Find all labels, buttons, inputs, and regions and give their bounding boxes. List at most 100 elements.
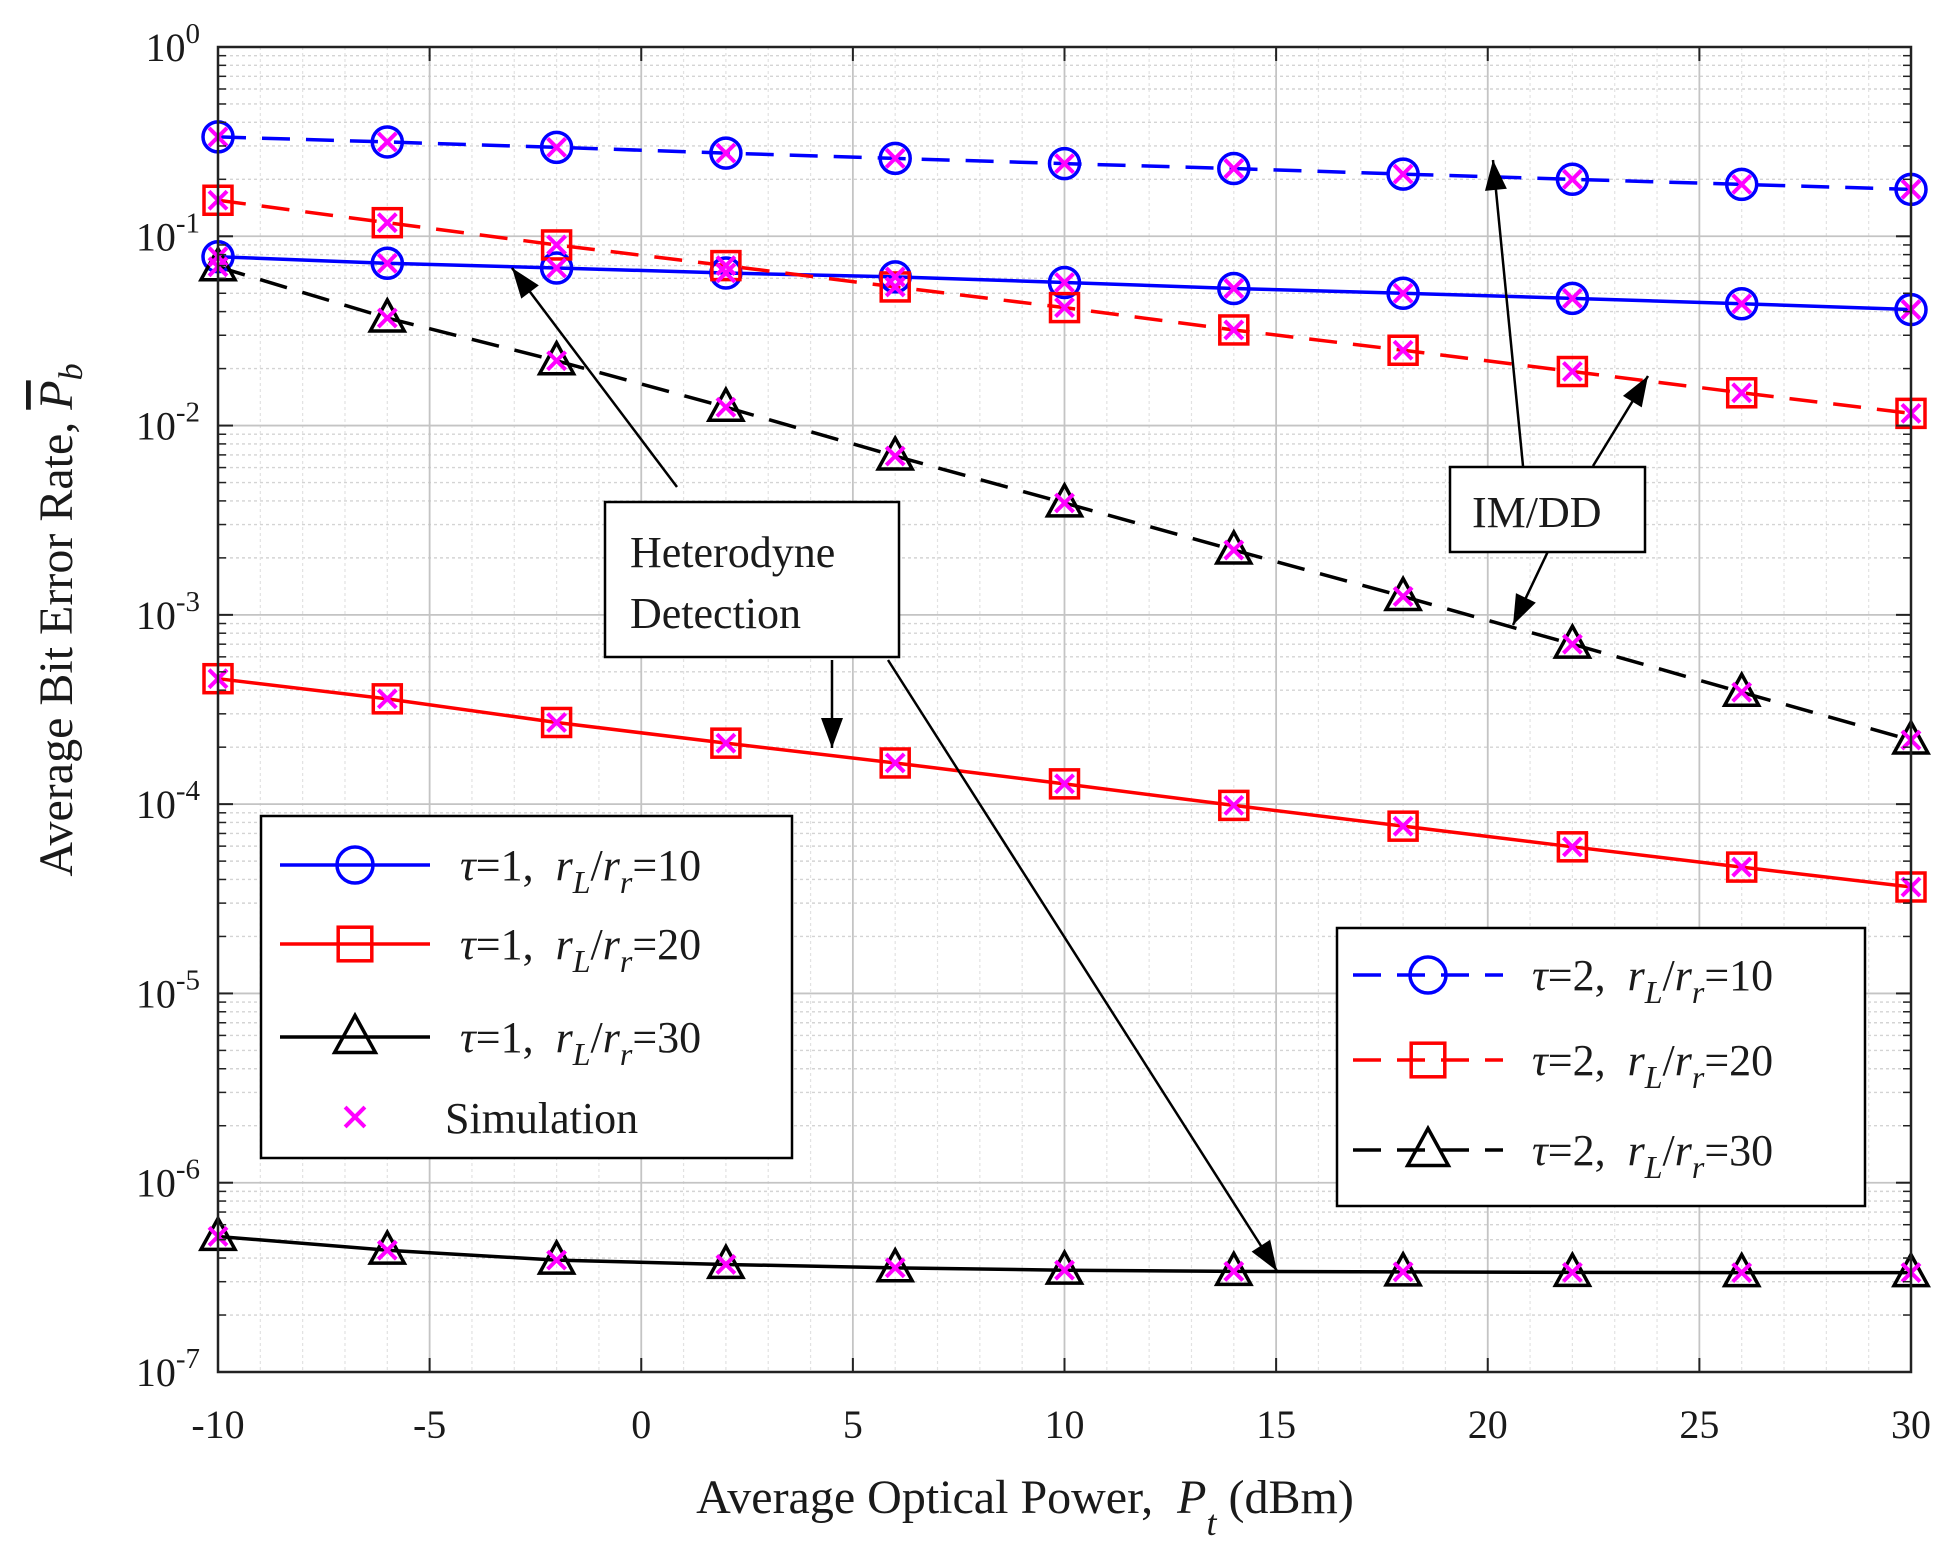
marker-t2-r20	[1556, 355, 1589, 388]
marker-t1-r20	[371, 683, 404, 715]
marker-t2-r30	[875, 434, 916, 471]
simulation-point-t1-r10	[1054, 272, 1075, 293]
legend-marker-t2-r20	[1409, 1041, 1447, 1079]
simulation-point-t1-r30	[1561, 1261, 1583, 1283]
simulation-point-t1-r20	[1392, 815, 1414, 837]
simulation-point-t2-r10	[546, 136, 568, 158]
legend-label-t1-r30: τ=1, rL/rr=30	[460, 1013, 701, 1072]
y-tick-label: 10-6	[136, 1154, 200, 1206]
marker-t2-r20	[1048, 291, 1081, 324]
simulation-point-t1-r10	[1392, 282, 1414, 304]
y-tick-label: 10-1	[136, 207, 200, 259]
series-line-t2-r30	[217, 265, 1912, 742]
marker-t1-r10	[539, 251, 574, 285]
heterodyne-annotation-text: Detection	[630, 589, 801, 638]
marker-t2-r20	[879, 271, 911, 303]
heterodyne-annotation-box	[603, 500, 901, 659]
simulation-point-t2-r30	[376, 307, 398, 329]
simulation-point-t2-r10	[715, 142, 737, 164]
simulation-point-t1-r30	[1731, 1262, 1753, 1284]
marker-t1-r30	[705, 1242, 746, 1280]
marker-t2-r10	[878, 141, 912, 176]
marker-t2-r10	[1555, 162, 1590, 197]
x-tick-label: 0	[631, 1402, 651, 1447]
marker-t2-r20	[540, 229, 573, 261]
simulation-point-t2-r10	[1223, 158, 1245, 179]
simulation-point-t2-r30	[1731, 681, 1753, 703]
marker-t1-r10	[1386, 276, 1420, 311]
legend-left-box	[259, 814, 794, 1160]
x-tick-label: -10	[191, 1402, 244, 1447]
legend-label-t2-r10: τ=2, rL/rr=10	[1532, 951, 1773, 1010]
legend-label-simulation: Simulation	[445, 1094, 638, 1143]
simulation-point-t2-r30	[715, 396, 737, 418]
simulation-point-t1-r20	[546, 712, 568, 733]
simulation-point-t2-r10	[884, 147, 906, 169]
simulation-point-t1-r10	[546, 257, 568, 279]
marker-t1-r20	[1387, 810, 1419, 842]
marker-t2-r30	[536, 339, 577, 376]
axis-ticks	[217, 46, 1912, 1373]
legend-label-t1-r10: τ=1, rL/rr=10	[460, 841, 701, 900]
legend-label-t2-r20: τ=2, rL/rr=20	[1532, 1036, 1773, 1095]
marker-t2-r30	[1721, 670, 1762, 707]
simulation-point-t2-r20	[884, 276, 906, 298]
marker-t1-r10	[1047, 265, 1082, 300]
marker-t2-r10	[709, 136, 743, 170]
marker-t2-r10	[1217, 151, 1251, 186]
simulation-point-t2-r20	[1731, 382, 1753, 404]
arrow-heterodyne-to-tau1-r10-head	[512, 268, 539, 299]
arrow-heterodyne-to-tau1-r30	[886, 659, 1279, 1272]
legend-marker-t1-r10	[335, 845, 375, 885]
simulation-point-t2-r20	[376, 212, 398, 234]
simulation-point-t1-r10	[376, 252, 398, 274]
legend-marker-t2-r10	[1408, 955, 1448, 995]
marker-t1-r30	[1213, 1249, 1254, 1287]
marker-t2-r20	[1725, 377, 1758, 409]
marker-t1-r20	[1218, 789, 1250, 822]
simulation-point-t2-r20	[715, 255, 737, 277]
arrow-imdd-to-tau2-r10-head	[1484, 160, 1507, 191]
marker-t1-r30	[1044, 1248, 1085, 1285]
marker-t1-r20	[1725, 851, 1758, 883]
simulation-point-t1-r30	[1223, 1260, 1245, 1282]
marker-t2-r30	[705, 385, 746, 422]
marker-t2-r10	[1386, 157, 1420, 191]
simulation-point-t1-r20	[715, 732, 737, 754]
marker-t2-r30	[1552, 622, 1593, 659]
x-tick-label: -5	[413, 1402, 446, 1447]
legend-marker-simulation	[343, 1105, 367, 1129]
simulation-point-t1-r10	[1223, 278, 1245, 299]
arrow-imdd-to-tau2-r20-head	[1622, 376, 1648, 408]
simulation-point-t2-r10	[1561, 168, 1583, 190]
simulation-point-t1-r30	[715, 1254, 737, 1275]
imdd-annotation-box	[1448, 465, 1647, 554]
y-tick-label: 10-4	[136, 775, 201, 827]
marker-t2-r20	[1218, 314, 1250, 346]
marker-t2-r10	[539, 130, 574, 165]
simulation-point-t2-r10	[1731, 173, 1753, 195]
simulation-point-t2-r10	[1054, 153, 1075, 175]
legend-label-t1-r20: τ=1, rL/rr=20	[460, 920, 701, 979]
simulation-point-t1-r30	[1054, 1259, 1075, 1281]
legend-marker-t2-r30	[1404, 1124, 1452, 1168]
marker-t1-r30	[1721, 1250, 1762, 1288]
marker-t2-r20	[710, 249, 742, 282]
y-tick-label: 10-7	[136, 1343, 200, 1395]
marker-t1-r20	[879, 747, 911, 779]
marker-t1-r20	[540, 706, 573, 739]
x-tick-label: 30	[1891, 1402, 1931, 1447]
y-tick-label: 100	[146, 18, 201, 70]
marker-t1-r30	[1383, 1250, 1424, 1287]
arrow-heterodyne-to-tau1-r20-head	[821, 718, 843, 748]
marker-t2-r10	[1724, 167, 1759, 202]
y-tick-label: 10-2	[136, 397, 200, 449]
simulation-point-t1-r20	[1731, 856, 1753, 878]
arrow-heterodyne-to-tau1-r10	[511, 267, 678, 488]
marker-t2-r10	[1047, 146, 1082, 181]
simulation-point-t1-r30	[376, 1239, 398, 1261]
axis-labels: -10 -5 0 5 10 15 20 25 30 100 10-1 10-2 10-3 10-4 10-5…	[30, 18, 1931, 1543]
simulation-point-t2-r30	[1392, 586, 1414, 607]
x-tick-label: 20	[1468, 1402, 1508, 1447]
